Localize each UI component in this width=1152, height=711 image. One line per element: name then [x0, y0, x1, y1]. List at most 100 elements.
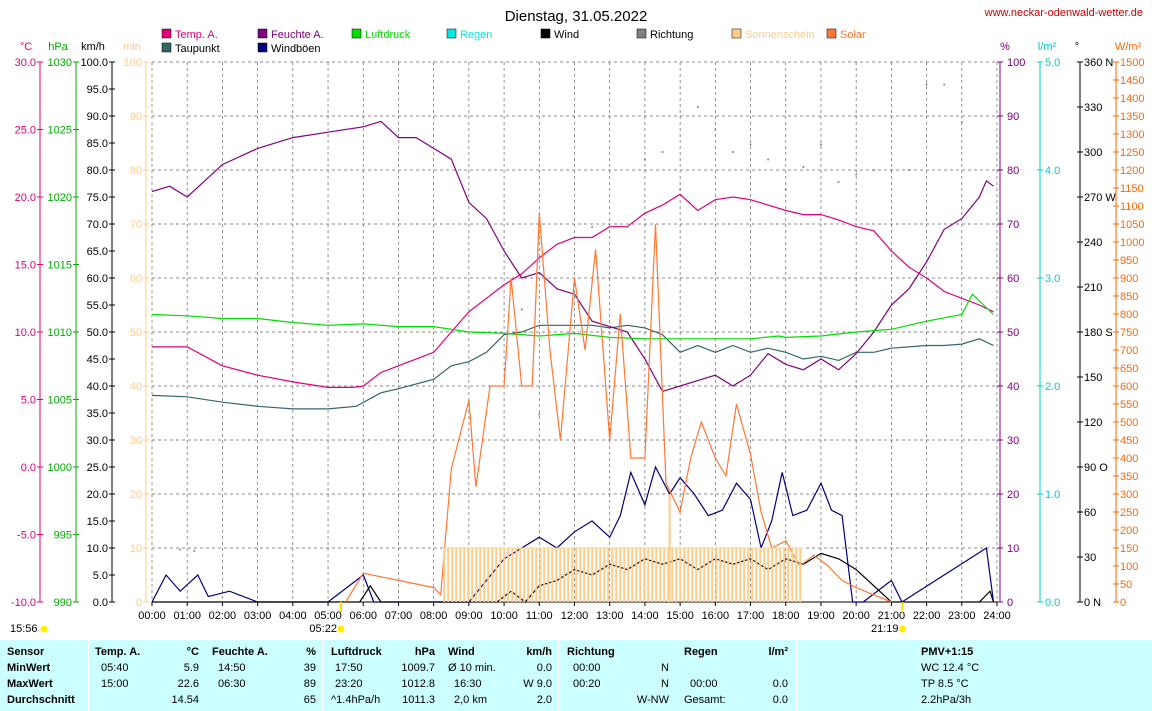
- stats-header: Feuchte A.: [212, 646, 268, 658]
- direction-tick-label: 210: [1084, 282, 1102, 294]
- stats-header: Luftdruck: [331, 646, 382, 658]
- sun-tick-label: 60: [130, 273, 142, 285]
- wind-tick-label: 55.0: [87, 300, 108, 312]
- sun-tick-label: 80: [130, 165, 142, 177]
- legend-swatch: [161, 28, 172, 39]
- direction-tick-label: 360 N: [1084, 57, 1113, 69]
- temp-tick-label: 0.0: [21, 462, 36, 474]
- legend-swatch: [351, 28, 362, 39]
- wind-tick-label: 30.0: [87, 435, 108, 447]
- stats-time: ^1.4hPa/h: [331, 694, 381, 706]
- chart-title: Dienstag, 31.05.2022: [505, 8, 648, 25]
- solar-tick-label: 900: [1120, 273, 1138, 285]
- x-tick-label: 10:00: [490, 610, 518, 622]
- pressure-tick-label: 1015: [48, 260, 72, 272]
- stats-time: Gesamt:: [684, 694, 726, 706]
- stats-col-direction: Richtung 00:00 N 00:20 N W-NW: [559, 640, 678, 711]
- legend-label: Regen: [460, 29, 492, 41]
- x-tick-label: 12:00: [561, 610, 589, 622]
- direction-point: [943, 83, 946, 86]
- direction-point: [784, 188, 787, 191]
- stats-time: 15:00: [101, 678, 129, 690]
- wind-tick-label: 5.0: [93, 570, 108, 582]
- axes: 30.025.020.015.010.05.00.0-5.0-10.010301…: [11, 57, 1145, 622]
- direction-tick-label: 60: [1084, 507, 1096, 519]
- direction-tick-label: 120: [1084, 417, 1102, 429]
- direction-point: [731, 151, 734, 153]
- stats-time: 06:30: [218, 678, 246, 690]
- rain-tick-label: 1.0: [1045, 489, 1060, 501]
- x-tick-label: 06:00: [349, 610, 377, 622]
- sunrise-label: 05:22: [309, 623, 337, 635]
- sun-tick-label: 10: [130, 543, 142, 555]
- wind-tick-label: 25.0: [87, 462, 108, 474]
- rain-tick-label: 5.0: [1045, 57, 1060, 69]
- stats-col-pressure: Luftdruck hPa 17:50 1009.7 23:20 1012.8 …: [323, 640, 442, 711]
- pressure-tick-label: 1010: [48, 327, 72, 339]
- stats-col-wind: Wind km/h Ø 10 min. 0.0 16:30 W 9.0 2,0 …: [442, 640, 559, 711]
- legend-swatch: [446, 28, 457, 39]
- solar-tick-label: 150: [1120, 543, 1138, 555]
- stats-value: 0.0: [772, 678, 788, 690]
- stats-value: 2.2hPa/3h: [921, 694, 972, 706]
- solar-tick-label: 350: [1120, 471, 1138, 483]
- solar-tick-label: 50: [1120, 579, 1132, 591]
- stats-value: 2.0: [536, 694, 552, 706]
- x-tick-label: 19:00: [807, 610, 835, 622]
- direction-point: [591, 226, 594, 228]
- temp-tick-label: 15.0: [15, 260, 36, 272]
- x-tick-label: 15:00: [666, 610, 694, 622]
- x-tick-label: 02:00: [209, 610, 237, 622]
- x-tick-label: 00:00: [138, 610, 166, 622]
- stats-row-label: Durchschnitt: [7, 694, 75, 706]
- stats-unit: km/h: [526, 646, 552, 658]
- legend-label: Temp. A.: [175, 29, 218, 41]
- stats-value: W 9.0: [523, 678, 552, 690]
- legend-swatch: [257, 42, 268, 53]
- x-tick-label: 24:00: [983, 610, 1011, 622]
- rain-tick-label: 2.0: [1045, 381, 1060, 393]
- website-link[interactable]: www.neckar-odenwald-wetter.de: [984, 7, 1143, 19]
- x-tick-label: 14:00: [631, 610, 659, 622]
- grid: [151, 61, 998, 603]
- pressure-tick-label: 1025: [48, 125, 72, 137]
- temp-tick-label: 20.0: [15, 192, 36, 204]
- sun-tick-label: 0: [136, 597, 142, 609]
- solar-tick-label: 250: [1120, 507, 1138, 519]
- x-tick-label: 11:00: [526, 610, 553, 622]
- stats-col-rain: Regen l/m² 00:00 0.0 Gesamt: 0.0: [678, 640, 797, 711]
- stats-value: 0.0: [536, 662, 552, 674]
- wind-tick-label: 0.0: [93, 597, 108, 609]
- temp-tick-label: 10.0: [15, 327, 36, 339]
- direction-point: [960, 121, 963, 123]
- solar-unit-label: W/m²: [1115, 41, 1142, 53]
- stats-value: 5.9: [183, 662, 199, 674]
- x-tick-label: 05:00: [314, 610, 342, 622]
- solar-tick-label: 200: [1120, 525, 1138, 537]
- wind-tick-label: 100.0: [80, 57, 108, 69]
- direction-point: [661, 151, 664, 153]
- direction-tick-label: 240: [1084, 237, 1102, 249]
- stats-col-humidity: Feuchte A. % 14:50 39 06:30 89 65: [206, 640, 323, 711]
- wind-tick-label: 80.0: [87, 165, 108, 177]
- solar-tick-label: 950: [1120, 255, 1138, 267]
- sun-tick-label: 30: [130, 435, 142, 447]
- humidity-tick-label: 70: [1007, 219, 1019, 231]
- humidity-unit-label: %: [1000, 41, 1010, 53]
- direction-point: [819, 143, 822, 146]
- stats-unit: °C: [186, 646, 199, 658]
- solar-tick-label: 550: [1120, 399, 1138, 411]
- humidity-tick-label: 80: [1007, 165, 1019, 177]
- solar-tick-label: 1150: [1120, 183, 1144, 195]
- x-tick-label: 07:00: [385, 610, 413, 622]
- stats-header: Wind: [448, 646, 475, 658]
- rain-tick-label: 3.0: [1045, 273, 1060, 285]
- direction-point: [679, 188, 682, 191]
- stats-value: 22.6: [177, 678, 199, 690]
- legend-swatch: [257, 28, 268, 39]
- direction-tick-label: 0 N: [1084, 597, 1101, 609]
- direction-tick-label: 90 O: [1084, 462, 1108, 474]
- stats-value: 1012.8: [401, 678, 435, 690]
- x-tick-label: 17:00: [737, 610, 765, 622]
- sunrise-icon: [337, 625, 345, 633]
